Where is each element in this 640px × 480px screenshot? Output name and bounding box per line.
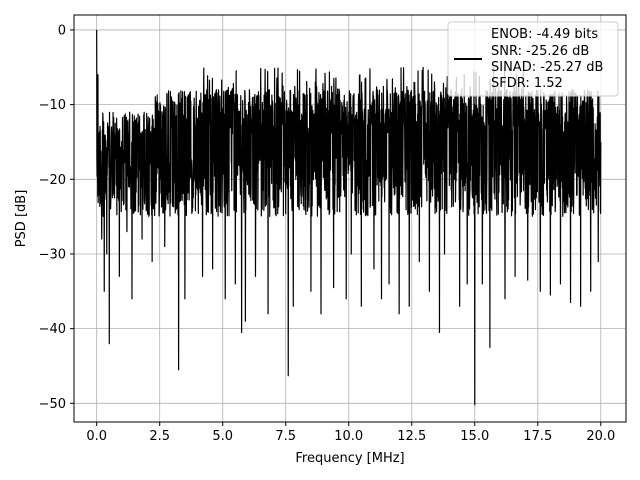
x-tick-label: 12.5 bbox=[397, 429, 426, 444]
y-axis-ticks: 0 −10 −20 −30 −40 −50 bbox=[39, 23, 74, 412]
legend: ENOB: -4.49 bits SNR: -25.26 dB SINAD: -… bbox=[447, 21, 619, 97]
series-layer bbox=[96, 29, 602, 406]
plot-frame bbox=[73, 14, 627, 423]
legend-line-sfdr: SFDR: 1.52 bbox=[491, 76, 563, 91]
legend-line-sinad: SINAD: -25.27 dB bbox=[491, 60, 603, 75]
y-tick-label: −10 bbox=[39, 98, 66, 113]
psd-series-line bbox=[96, 29, 602, 406]
y-tick-label: −30 bbox=[39, 247, 66, 262]
x-tick-label: 0.0 bbox=[86, 429, 107, 444]
x-tick-label: 7.5 bbox=[275, 429, 296, 444]
x-tick-label: 10.0 bbox=[334, 429, 363, 444]
y-axis-label: PSD [dB] bbox=[14, 190, 29, 248]
legend-line-enob: ENOB: -4.49 bits bbox=[491, 27, 598, 42]
legend-line-snr: SNR: -25.26 dB bbox=[491, 44, 589, 59]
x-axis-ticks: 0.0 2.5 5.0 7.5 10.0 12.5 15.0 17.5 20.0 bbox=[86, 422, 615, 444]
legend-box bbox=[447, 21, 619, 97]
x-axis-label: Frequency [MHz] bbox=[295, 451, 404, 466]
x-tick-label: 2.5 bbox=[149, 429, 170, 444]
x-tick-label: 17.5 bbox=[523, 429, 552, 444]
y-tick-label: −20 bbox=[39, 173, 66, 188]
y-tick-label: −40 bbox=[39, 322, 66, 337]
x-tick-label: 20.0 bbox=[586, 429, 615, 444]
x-tick-label: 15.0 bbox=[460, 429, 489, 444]
y-tick-label: −50 bbox=[39, 397, 66, 412]
x-tick-label: 5.0 bbox=[212, 429, 233, 444]
y-tick-label: 0 bbox=[58, 23, 66, 38]
